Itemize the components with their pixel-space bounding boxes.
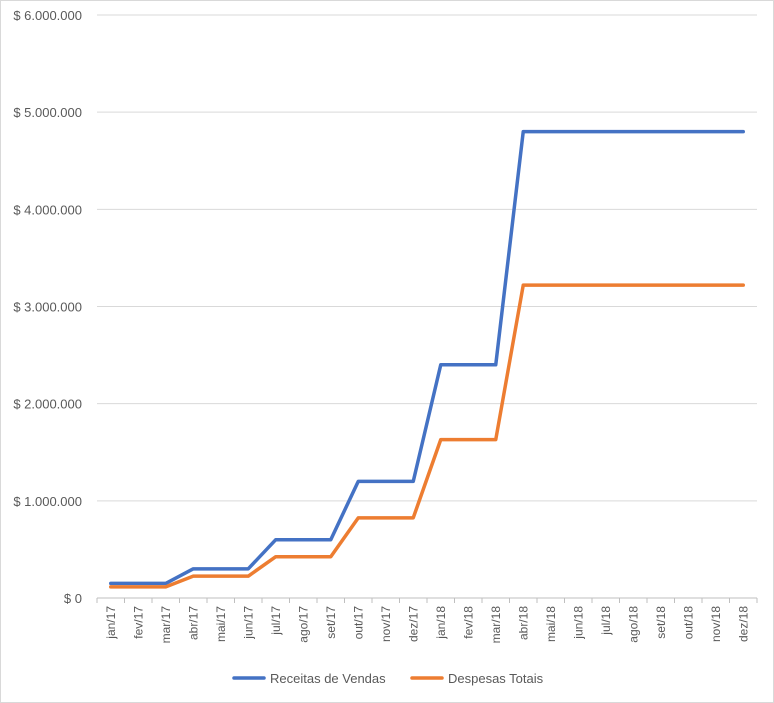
series-line-1	[109, 129, 745, 586]
x-tick-label: mar/17	[159, 606, 173, 644]
x-tick-label: dez/17	[406, 606, 420, 642]
y-tick-label: $ 0	[64, 591, 82, 606]
x-tick-label: nov/18	[709, 606, 723, 642]
x-tick-label: jun/18	[571, 606, 585, 640]
y-tick-label: $ 2.000.000	[13, 397, 82, 412]
x-axis: jan/17 fev/17 mar/17 abr/17 mai/17 jun/17 jul/…	[96, 598, 758, 644]
y-axis-tick-labels: $ 0 $ 1.000.000 $ 2.000.000 $ 3.000.000 $ 4.…	[13, 8, 82, 606]
x-tick-label: out/17	[351, 606, 365, 640]
x-tick-label: fev/17	[131, 606, 145, 639]
y-tick-label: $ 6.000.000	[13, 8, 82, 23]
x-tick-label: jan/17	[104, 606, 118, 640]
x-tick-label: mai/18	[544, 606, 558, 642]
x-tick-label: ago/18	[626, 606, 640, 643]
x-tick-label: jan/18	[434, 606, 448, 640]
x-tick-label: mai/17	[214, 606, 228, 642]
x-tick-label: fev/18	[461, 606, 475, 639]
y-tick-label: $ 3.000.000	[13, 300, 82, 315]
x-tick-label: out/18	[681, 606, 695, 640]
x-tick-label: jul/18	[599, 606, 613, 636]
x-tick-label: set/18	[654, 606, 668, 639]
series-lines	[109, 129, 745, 589]
x-tick-label: nov/17	[379, 606, 393, 642]
series-line-2	[109, 283, 745, 589]
gridlines	[97, 14, 757, 599]
x-tick-label: dez/18	[736, 606, 750, 642]
x-tick-label: jul/17	[269, 606, 283, 636]
x-tick-label: set/17	[324, 606, 338, 639]
x-tick-label: ago/17	[296, 606, 310, 643]
x-tick-label: abr/18	[516, 606, 530, 640]
legend-label: Receitas de Vendas	[270, 671, 386, 686]
x-tick-label: jun/17	[241, 606, 255, 640]
x-tick-label: mar/18	[489, 606, 503, 644]
x-tick-label: abr/17	[186, 606, 200, 640]
y-tick-label: $ 1.000.000	[13, 494, 82, 509]
legend-label: Despesas Totais	[448, 671, 544, 686]
y-tick-label: $ 5.000.000	[13, 105, 82, 120]
legend: Receitas de Vendas Despesas Totais	[232, 671, 544, 686]
y-tick-label: $ 4.000.000	[13, 202, 82, 217]
